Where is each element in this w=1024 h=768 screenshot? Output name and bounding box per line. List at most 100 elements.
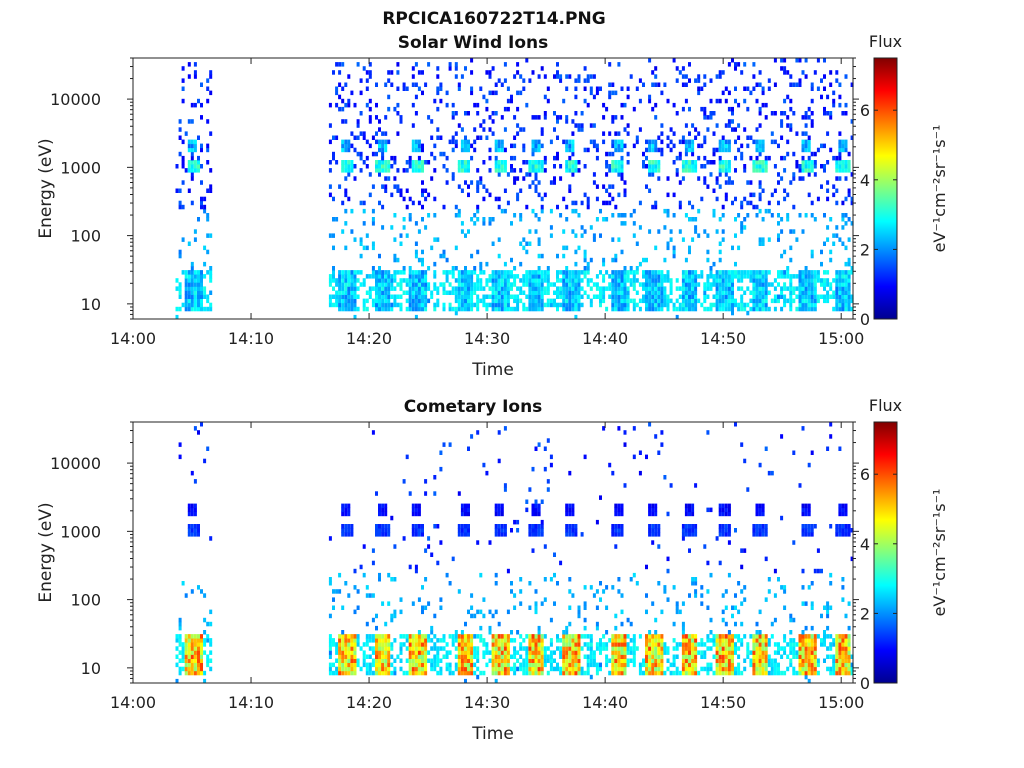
heatmap-cell [488,168,492,173]
heatmap-cell [497,507,501,513]
heatmap-cell [181,86,185,91]
heatmap-cell [396,654,400,659]
heatmap-cell [617,139,621,145]
heatmap-cell [396,70,400,75]
heatmap-cell [731,658,734,663]
heatmap-cell [470,666,474,672]
heatmap-cell [338,642,342,647]
heatmap-cell [184,274,188,279]
heatmap-cell [792,298,796,304]
heatmap-cell [623,658,627,663]
heatmap-cell [838,294,842,299]
heatmap-cell [614,115,618,120]
heatmap-cell [660,123,664,128]
heatmap-cell [411,102,415,108]
heatmap-cell [599,298,602,304]
heatmap-cell [681,168,685,173]
heatmap-cell [755,646,759,651]
x-tick-label: 14:20 [346,329,392,348]
heatmap-cell [506,650,510,655]
heatmap-cell [758,662,762,668]
heatmap-cell [543,192,547,198]
heatmap-cell [651,286,655,291]
heatmap-cell [605,642,609,647]
heatmap-cell [586,658,590,663]
heatmap-cell [359,78,363,83]
heatmap-cell [175,654,179,659]
heatmap-cell [200,422,203,427]
heatmap-cell [568,511,572,517]
heatmap-cell [417,511,421,517]
heatmap-cell [801,176,805,181]
heatmap-cell [841,200,845,206]
heatmap-cell [534,658,538,663]
heatmap-cell [767,208,771,214]
heatmap-cell [549,462,553,468]
heatmap-cell [553,298,556,304]
heatmap-cell [353,102,357,108]
heatmap-cell [470,658,474,663]
heatmap-cell [193,164,197,169]
heatmap-cell [697,90,701,96]
heatmap-cell [387,298,391,304]
heatmap-cell [734,139,737,145]
heatmap-cell [727,123,731,128]
heatmap-cell [341,229,345,234]
heatmap-cell [688,160,691,165]
heatmap-cell [767,86,771,91]
heatmap-cell [681,638,685,643]
heatmap-cell [737,135,741,140]
heatmap-cell [344,102,348,108]
heatmap-cell [522,658,526,663]
heatmap-cell [786,192,790,198]
heatmap-cell [718,282,722,287]
heatmap-cell [681,135,685,140]
heatmap-cell [565,511,569,517]
heatmap-cell [681,74,685,79]
heatmap-cell [408,294,412,299]
heatmap-cell [727,180,731,185]
heatmap-cell [522,160,526,165]
heatmap-cell [414,82,418,87]
heatmap-cell [193,139,197,145]
heatmap-cell [804,674,808,680]
heatmap-cell [506,200,510,206]
heatmap-cell [384,290,388,295]
heatmap-cell [494,511,498,517]
heatmap-cell [651,646,655,651]
heatmap-cell [375,168,378,173]
heatmap-cell [427,298,431,304]
heatmap-cell [663,670,667,676]
heatmap-cell [200,180,203,185]
heatmap-cell [347,658,351,663]
heatmap-cell [810,168,814,173]
heatmap-cell [556,306,559,312]
heatmap-cell [338,294,342,299]
heatmap-cell [356,294,360,299]
heatmap-cell [421,286,424,291]
heatmap-cell [838,306,842,312]
heatmap-cell [510,143,513,149]
heatmap-cell [810,164,814,169]
heatmap-cell [476,184,480,189]
heatmap-cell [672,249,676,255]
heatmap-cell [850,82,854,87]
heatmap-cell [417,290,421,295]
heatmap-cell [642,662,645,668]
heatmap-cell [829,294,833,299]
heatmap-cell [454,634,458,639]
heatmap-cell [528,294,532,299]
heatmap-cell [599,86,602,91]
heatmap-cell [611,654,615,659]
heatmap-cell [193,294,197,299]
heatmap-cell [645,290,648,295]
heatmap-cell [543,662,547,668]
heatmap-cell [611,524,615,529]
heatmap-cell [522,127,526,132]
heatmap-cell [651,106,655,112]
heatmap-cell [589,650,593,655]
heatmap-cell [807,282,811,287]
heatmap-cell [537,646,541,651]
heatmap-cell [786,274,790,279]
heatmap-cell [669,229,673,234]
